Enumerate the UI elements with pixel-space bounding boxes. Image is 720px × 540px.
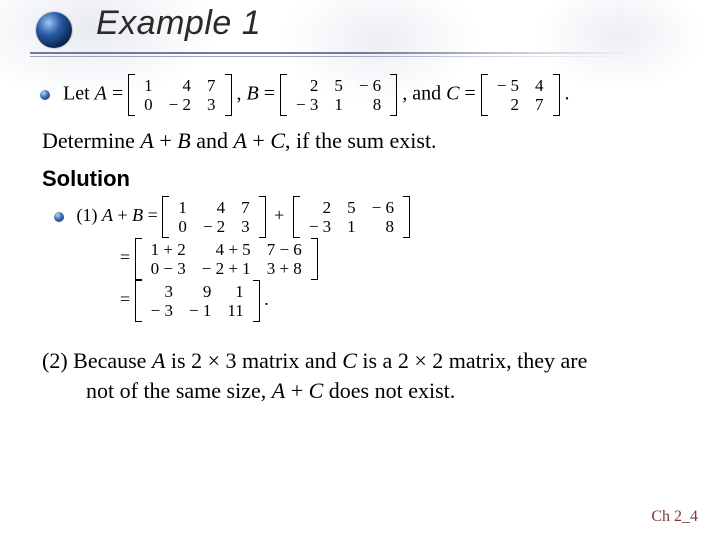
matrix-result: 391 − 3− 111 xyxy=(135,282,260,320)
title-underline xyxy=(30,52,630,60)
dot-bullet-icon xyxy=(40,90,50,100)
period: . xyxy=(565,83,570,105)
matrix-definitions: Let A = 147 0− 23 , B = 25− 6 − 318 , an… xyxy=(40,76,680,114)
comma: , xyxy=(237,83,247,105)
globe-bullet-icon xyxy=(36,12,72,48)
slide-content: Let A = 147 0− 23 , B = 25− 6 − 318 , an… xyxy=(0,62,720,405)
dot-bullet-icon xyxy=(54,212,64,222)
matrix-B: 25− 6 − 318 xyxy=(280,76,397,114)
slide-title: Example 1 xyxy=(96,4,261,43)
eq-line-3: = 391 − 3− 111 . xyxy=(54,282,680,320)
eq-line-1: (1) A + B = 147 0− 23 + 25− 6 − 318 xyxy=(54,198,680,236)
slide-header: Example 1 xyxy=(0,0,720,62)
var-A: A xyxy=(102,205,113,225)
solution-part-1: (1) A + B = 147 0− 23 + 25− 6 − 318 xyxy=(40,198,680,320)
matrix-A-copy: 147 0− 23 xyxy=(162,198,265,236)
var-B: B xyxy=(247,83,259,105)
part2-line2: not of the same size, A + C does not exi… xyxy=(42,376,680,406)
matrix-B-copy: 25− 6 − 318 xyxy=(293,198,410,236)
solution-heading: Solution xyxy=(40,166,680,192)
matrix-sum-expr: 1 + 24 + 57 − 6 0 − 3− 2 + 13 + 8 xyxy=(135,240,318,278)
equals: = xyxy=(264,83,280,105)
var-B: B xyxy=(132,205,143,225)
plus-sign: + xyxy=(270,205,288,225)
matrix-C: − 54 27 xyxy=(481,76,560,114)
question-text: Determine A + B and A + C, if the sum ex… xyxy=(40,128,680,154)
var-C: C xyxy=(446,83,459,105)
eq-line-2: = 1 + 24 + 57 − 6 0 − 3− 2 + 13 + 8 xyxy=(54,240,680,278)
let-text: Let xyxy=(63,83,95,105)
slide-footer: Ch 2_4 xyxy=(651,508,698,526)
equals: = xyxy=(464,83,480,105)
matrix-A: 147 0− 23 xyxy=(128,76,231,114)
and-text: , and xyxy=(402,83,446,105)
part2-line1: (2) Because A is 2 × 3 matrix and C is a… xyxy=(42,346,680,376)
equals: = xyxy=(112,83,128,105)
solution-part-2: (2) Because A is 2 × 3 matrix and C is a… xyxy=(40,346,680,405)
part1-prefix: (1) xyxy=(77,205,103,225)
var-A: A xyxy=(95,83,107,105)
